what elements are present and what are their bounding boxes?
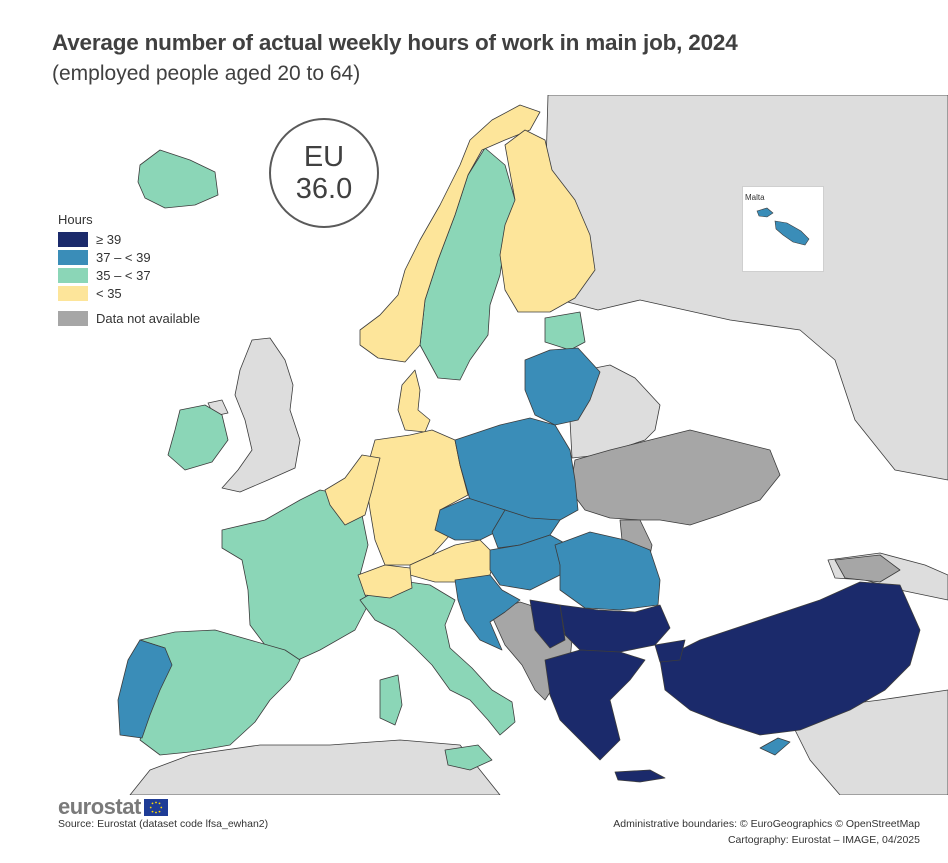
north-africa-region [129, 739, 501, 795]
legend-item-na: Data not available [58, 309, 200, 327]
legend-swatch [58, 231, 88, 247]
east-thrace-region [654, 639, 686, 663]
romania-region [554, 531, 661, 611]
malta-inset-label: Malta [745, 193, 765, 202]
boundaries-credit: Administrative boundaries: © EuroGeograp… [613, 818, 920, 830]
eurostat-logo: eurostat [58, 794, 168, 820]
legend-item: ≥ 39 [58, 230, 200, 248]
cyprus-region [759, 737, 791, 756]
sicily-region [444, 744, 493, 771]
portugal-region [117, 639, 173, 739]
croatia-slovenia-region [454, 574, 521, 651]
denmark-region [397, 369, 431, 433]
eu-average-badge: EU 36.0 [269, 118, 379, 228]
sardinia-region [379, 674, 403, 726]
turkiye-region [659, 581, 921, 736]
greece-region [544, 649, 646, 761]
france-region [221, 489, 369, 661]
legend-label: 37 – < 39 [96, 249, 151, 265]
map-legend: Hours ≥ 39 37 – < 39 35 – < 37 < 35 Data… [58, 212, 200, 327]
legend-swatch [58, 267, 88, 283]
eu-badge-label: EU [303, 141, 345, 173]
legend-label: < 35 [96, 285, 122, 301]
ukraine-region [569, 429, 781, 526]
source-note: Source: Eurostat (dataset code lfsa_ewha… [58, 818, 269, 830]
malta-inset: Malta [742, 186, 824, 272]
legend-label: 35 – < 37 [96, 267, 151, 283]
bulgaria-region [559, 604, 671, 653]
iceland-region [137, 149, 219, 209]
ireland-region [167, 404, 229, 471]
eurostat-wordmark: eurostat [58, 794, 141, 819]
italy-region [359, 579, 516, 736]
legend-swatch [58, 285, 88, 301]
legend-item: 37 – < 39 [58, 248, 200, 266]
cartography-credit: Cartography: Eurostat – IMAGE, 04/2025 [727, 834, 920, 846]
legend-swatch [58, 249, 88, 265]
malta-shape [774, 220, 810, 246]
uk-region [221, 337, 301, 493]
crete-region [614, 769, 666, 783]
legend-swatch-na [58, 310, 88, 326]
legend-item: 35 – < 37 [58, 266, 200, 284]
caucasus-na-region [834, 554, 901, 583]
benelux-region [324, 454, 381, 526]
legend-label: ≥ 39 [96, 231, 122, 247]
switzerland-region [357, 564, 413, 599]
north-macedonia-region [529, 599, 566, 649]
estonia-region [544, 311, 586, 351]
legend-label-na: Data not available [96, 310, 201, 326]
finland-region [499, 129, 596, 313]
eu-flag-icon [143, 798, 168, 816]
latvia-lithuania-region [524, 347, 601, 426]
legend-heading: Hours [58, 212, 93, 227]
gozo-shape [756, 207, 774, 218]
page-subtitle: (employed people aged 20 to 64) [52, 62, 361, 85]
eu-badge-value: 36.0 [295, 173, 353, 205]
legend-item: < 35 [58, 284, 200, 302]
page-title: Average number of actual weekly hours of… [52, 30, 738, 55]
malta-inset-map [756, 207, 810, 246]
norway-region [359, 104, 541, 363]
